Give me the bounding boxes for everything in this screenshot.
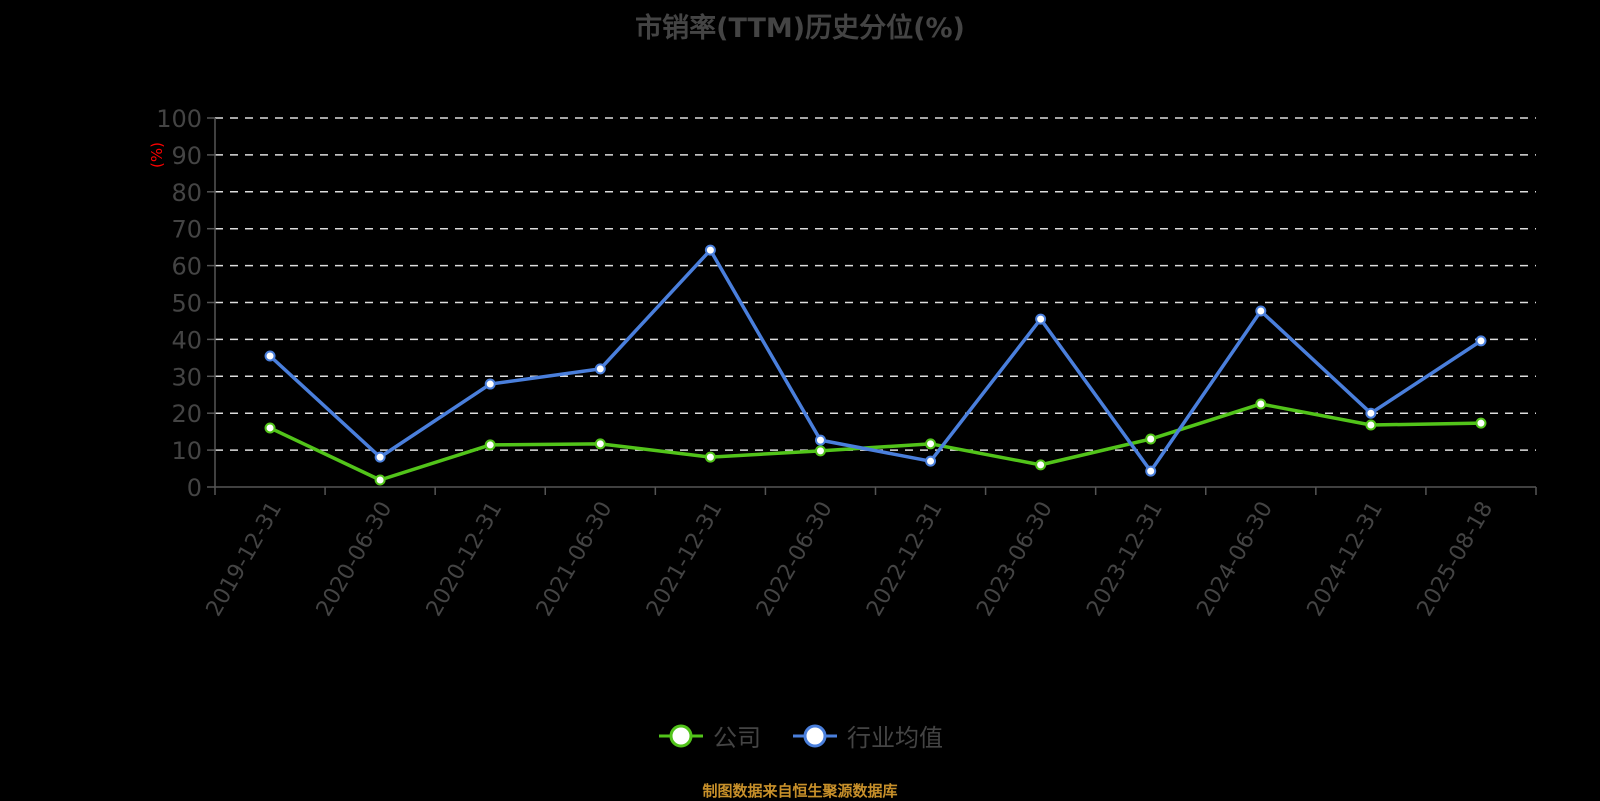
data-point[interactable]: [1255, 305, 1267, 317]
data-point[interactable]: [814, 434, 826, 446]
data-point[interactable]: [1475, 335, 1487, 347]
legend-label-industry: 行业均值: [847, 724, 943, 752]
y-tick-label: 20: [171, 400, 202, 428]
x-tick-label: 2021-12-31: [642, 498, 728, 621]
legend-item-company[interactable]: 公司: [657, 718, 761, 753]
y-tick-label: 10: [171, 437, 202, 465]
y-tick-label: 70: [171, 216, 202, 244]
data-point[interactable]: [1035, 313, 1047, 325]
y-tick-label: 30: [171, 363, 202, 391]
data-point[interactable]: [925, 455, 937, 467]
data-point[interactable]: [374, 451, 386, 463]
data-point[interactable]: [594, 438, 606, 450]
y-tick-label: 90: [171, 142, 202, 170]
series-line-company: [269, 402, 1481, 482]
y-tick-label: 80: [171, 179, 202, 207]
data-point[interactable]: [925, 438, 937, 450]
x-tick-label: 2019-12-31: [202, 498, 288, 621]
y-tick-label: 100: [156, 105, 202, 133]
chart-title: 市销率(TTM)历史分位(%): [635, 13, 965, 44]
x-tick-label: 2020-12-31: [422, 498, 508, 621]
data-point[interactable]: [814, 445, 826, 457]
data-point[interactable]: [484, 439, 496, 451]
data-point[interactable]: [1035, 459, 1047, 471]
data-point[interactable]: [374, 474, 386, 486]
x-tick-label: 2025-08-18: [1413, 498, 1499, 621]
x-tick-label: 2023-06-30: [972, 498, 1058, 621]
x-tick-label: 2022-12-31: [862, 498, 948, 621]
data-point[interactable]: [264, 350, 276, 362]
data-point[interactable]: [264, 422, 276, 434]
legend: 公司 行业均值: [0, 718, 1600, 753]
y-tick-label: 40: [171, 326, 202, 354]
series-line-industry: [268, 248, 1482, 473]
data-source-note: 制图数据来自恒生聚源数据库: [702, 782, 898, 800]
legend-marker-industry-icon: [793, 724, 837, 747]
data-point[interactable]: [594, 363, 606, 375]
data-point[interactable]: [1365, 407, 1377, 419]
x-tick-label: 2023-12-31: [1082, 498, 1168, 621]
data-point[interactable]: [1145, 433, 1157, 445]
data-point[interactable]: [704, 244, 716, 256]
data-point[interactable]: [1365, 419, 1377, 431]
y-tick-label: 0: [187, 474, 202, 502]
x-tick-label: 2021-06-30: [532, 498, 618, 621]
data-point[interactable]: [484, 378, 496, 390]
data-point[interactable]: [1145, 465, 1157, 477]
y-axis-unit: (%): [148, 142, 166, 168]
x-tick-label: 2020-06-30: [312, 498, 398, 621]
x-tick-label: 2024-06-30: [1192, 498, 1278, 621]
y-tick-label: 60: [171, 253, 202, 281]
data-point[interactable]: [704, 451, 716, 463]
y-tick-label: 50: [171, 290, 202, 318]
legend-item-industry[interactable]: 行业均值: [791, 718, 943, 753]
legend-label-company: 公司: [713, 724, 761, 752]
x-tick-label: 2022-06-30: [752, 498, 838, 621]
data-point[interactable]: [1255, 398, 1267, 410]
data-point[interactable]: [1475, 417, 1487, 429]
x-tick-label: 2024-12-31: [1302, 498, 1388, 621]
legend-marker-company-icon: [659, 724, 703, 747]
